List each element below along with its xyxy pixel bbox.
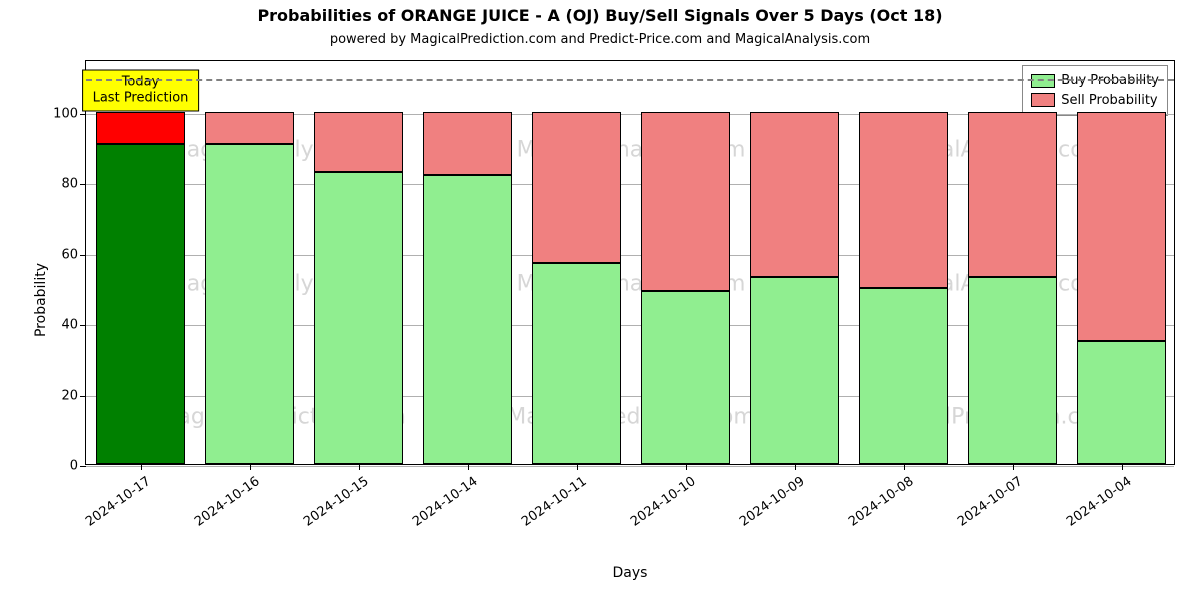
bar-segment-sell — [423, 112, 512, 175]
y-tick-label: 80 — [61, 177, 86, 192]
bar-segment-sell — [205, 112, 294, 144]
bar-segment-sell — [532, 112, 621, 263]
bar-group — [314, 59, 403, 464]
x-tick-label: 2024-10-09 — [737, 474, 808, 530]
bar-group — [423, 59, 512, 464]
x-tick-label: 2024-10-17 — [83, 474, 154, 530]
x-tick-label: 2024-10-14 — [410, 474, 481, 530]
y-tick-label: 20 — [61, 388, 86, 403]
y-tick-label: 40 — [61, 318, 86, 333]
y-axis-label: Probability — [33, 263, 49, 337]
x-tick-mark — [141, 464, 142, 470]
bar-segment-sell — [859, 112, 948, 288]
x-tick-mark — [1013, 464, 1014, 470]
bar-group — [96, 59, 185, 464]
bar-group — [532, 59, 621, 464]
bar-segment-buy — [859, 288, 948, 464]
x-tick-label: 2024-10-04 — [1064, 474, 1135, 530]
x-tick-mark — [468, 464, 469, 470]
x-tick-mark — [1122, 464, 1123, 470]
plot-area: MagicalAnalysis.comMagicalAnalysis.comMa… — [85, 60, 1175, 465]
y-tick-label: 60 — [61, 247, 86, 262]
bar-segment-buy — [423, 175, 512, 464]
x-tick-label: 2024-10-15 — [301, 474, 372, 530]
x-tick-mark — [577, 464, 578, 470]
x-tick-label: 2024-10-11 — [519, 474, 590, 530]
bar-group — [641, 59, 730, 464]
y-tick-label: 100 — [53, 106, 86, 121]
bar-segment-sell — [1077, 112, 1166, 341]
x-tick-mark — [904, 464, 905, 470]
bar-segment-sell — [314, 112, 403, 172]
x-tick-label: 2024-10-08 — [846, 474, 917, 530]
x-axis-label: Days — [613, 565, 648, 581]
bar-segment-buy — [314, 172, 403, 464]
x-tick-mark — [686, 464, 687, 470]
bar-segment-buy — [96, 144, 185, 464]
x-tick-label: 2024-10-16 — [192, 474, 263, 530]
bar-segment-buy — [968, 277, 1057, 464]
x-tick-mark — [795, 464, 796, 470]
bar-segment-sell — [968, 112, 1057, 278]
x-tick-label: 2024-10-07 — [955, 474, 1026, 530]
bar-group — [968, 59, 1057, 464]
bar-segment-buy — [641, 291, 730, 464]
bar-segment-buy — [205, 144, 294, 464]
bar-segment-sell — [96, 112, 185, 144]
bar-group — [1077, 59, 1166, 464]
bar-group — [859, 59, 948, 464]
bar-segment-buy — [750, 277, 839, 464]
bar-segment-buy — [532, 263, 621, 464]
chart-container: Probabilities of ORANGE JUICE - A (OJ) B… — [0, 0, 1200, 600]
bar-group — [205, 59, 294, 464]
x-tick-mark — [250, 464, 251, 470]
bar-group — [750, 59, 839, 464]
x-tick-label: 2024-10-10 — [628, 474, 699, 530]
chart-subtitle: powered by MagicalPrediction.com and Pre… — [0, 32, 1200, 47]
y-tick-label: 0 — [70, 459, 86, 474]
x-tick-mark — [359, 464, 360, 470]
bar-segment-sell — [750, 112, 839, 278]
bar-segment-buy — [1077, 341, 1166, 464]
bar-segment-sell — [641, 112, 730, 292]
chart-title: Probabilities of ORANGE JUICE - A (OJ) B… — [0, 6, 1200, 25]
